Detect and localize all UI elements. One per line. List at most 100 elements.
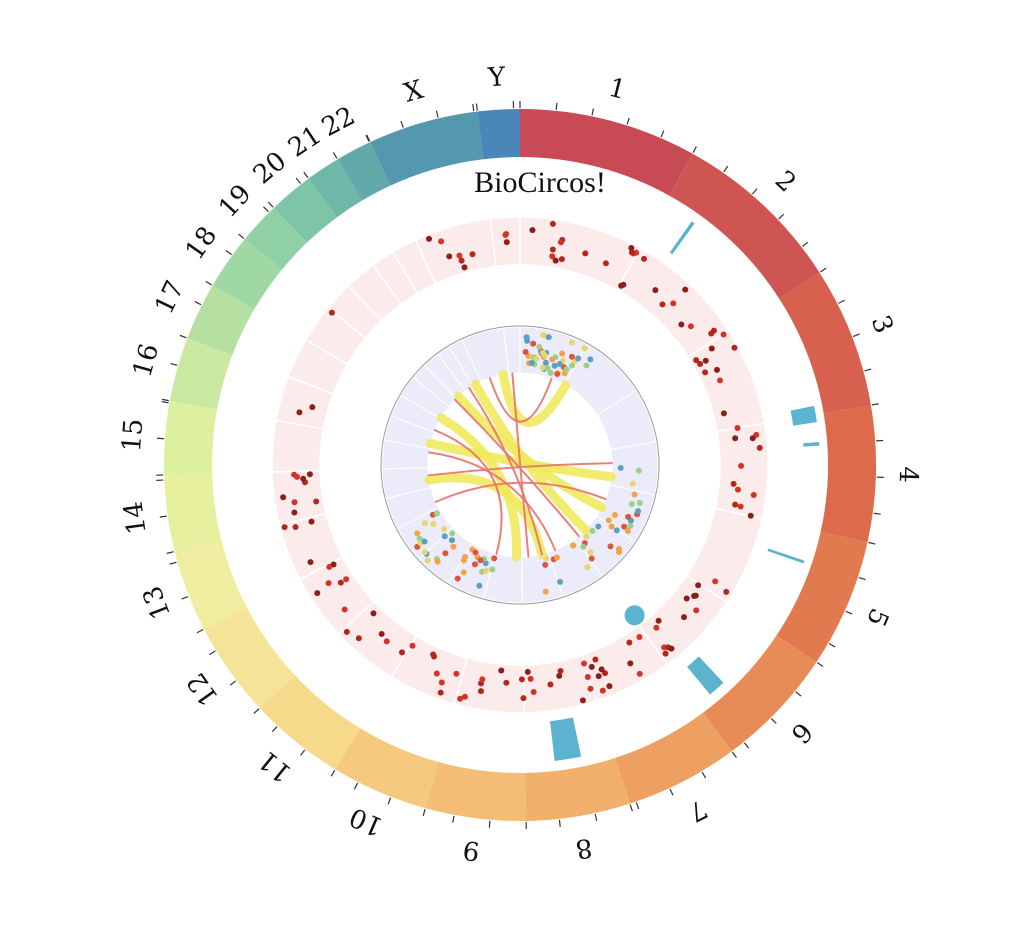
tick (864, 369, 871, 371)
tick (771, 719, 776, 724)
inner-snp-point (450, 544, 456, 550)
snp-point (688, 323, 694, 329)
inner-snp-point (422, 520, 428, 526)
tick (636, 802, 638, 809)
snp-point (384, 638, 390, 644)
tick (301, 750, 305, 756)
snp-point (519, 676, 525, 682)
snp-point (550, 221, 556, 227)
snp-point (693, 357, 699, 363)
chromosome-4 (821, 405, 876, 542)
tick (296, 178, 300, 184)
inner-snp-point (564, 366, 570, 372)
inner-snp-point (584, 564, 590, 570)
chromosome-15 (164, 401, 217, 475)
tick (263, 207, 268, 212)
inner-snp-point (606, 517, 612, 523)
tick (693, 147, 696, 153)
tick (239, 234, 244, 238)
tick (423, 809, 425, 816)
tick (661, 131, 664, 137)
tick (846, 611, 852, 614)
inner-snp-point (583, 362, 589, 368)
snp-point (732, 502, 738, 508)
snp-point (529, 227, 535, 233)
snp-point (668, 646, 674, 652)
snp-point (293, 524, 299, 530)
tick (829, 644, 835, 648)
inner-snp-point (478, 557, 484, 563)
tick (702, 772, 706, 778)
tick (304, 172, 308, 178)
snp-point (684, 596, 690, 602)
snp-point (453, 671, 459, 677)
tick (732, 752, 736, 758)
snp-point (531, 689, 537, 695)
snp-point (470, 251, 476, 257)
tick (556, 103, 557, 110)
snp-point (525, 669, 531, 675)
inner-snp-point (461, 569, 467, 575)
snp-point (438, 238, 444, 244)
inner-snp-point (542, 562, 548, 568)
chromosome-label-14: 14 (119, 499, 153, 536)
snp-point (656, 618, 662, 624)
chromosome-label-11: 11 (253, 744, 298, 788)
inner-snp-point (442, 550, 448, 556)
inner-snp-point (589, 528, 595, 534)
tick (209, 651, 215, 655)
inner-snp-point (554, 371, 560, 377)
snp-point (695, 582, 701, 588)
snp-point (599, 666, 605, 672)
snp-point (553, 258, 559, 264)
chromosome-label-22: 22 (317, 101, 360, 143)
tick (473, 104, 474, 111)
chromosome-label-17: 17 (149, 276, 190, 319)
inner-snp-point (557, 361, 563, 367)
snp-point (585, 674, 591, 680)
snp-point (462, 264, 468, 270)
chromosome-8 (525, 758, 630, 821)
tick (453, 816, 454, 823)
inner-snp-point (580, 544, 586, 550)
inner-snp-point (540, 332, 546, 338)
tick (595, 814, 596, 821)
inner-snp-point (434, 511, 440, 517)
inner-snp-point (476, 583, 482, 589)
inner-snp-point (612, 512, 618, 518)
snp-point (732, 435, 738, 441)
chromosome-9 (425, 762, 526, 821)
inner-snp-point (569, 354, 575, 360)
tick (796, 692, 801, 696)
snp-point (308, 559, 314, 565)
snp-point (735, 487, 741, 493)
inner-snp-point (442, 533, 448, 539)
inner-snp-point (609, 523, 615, 529)
snp-point (581, 661, 587, 667)
snp-point (559, 256, 565, 262)
tick (752, 189, 757, 194)
snp-point (300, 476, 306, 482)
snp-point (313, 498, 319, 504)
chromosome-label-13: 13 (137, 582, 177, 624)
snp-point (338, 580, 344, 586)
inner-snp-point (614, 527, 620, 533)
tick (170, 562, 177, 564)
tick (170, 363, 177, 365)
tick (744, 743, 748, 748)
chromosome-Y (477, 109, 520, 159)
inner-snp-point (575, 355, 581, 361)
snp-point (528, 676, 534, 682)
snp-point (280, 494, 286, 500)
snp-point (457, 696, 463, 702)
snp-point (714, 367, 720, 373)
snp-point (588, 686, 594, 692)
tick (182, 597, 189, 600)
chromosome-14 (164, 474, 221, 552)
inner-snp-point (441, 526, 447, 532)
tick (230, 681, 236, 685)
inner-snp-point (636, 468, 642, 474)
snp-point (636, 634, 642, 640)
snp-point (343, 576, 349, 582)
snp-point (439, 679, 445, 685)
